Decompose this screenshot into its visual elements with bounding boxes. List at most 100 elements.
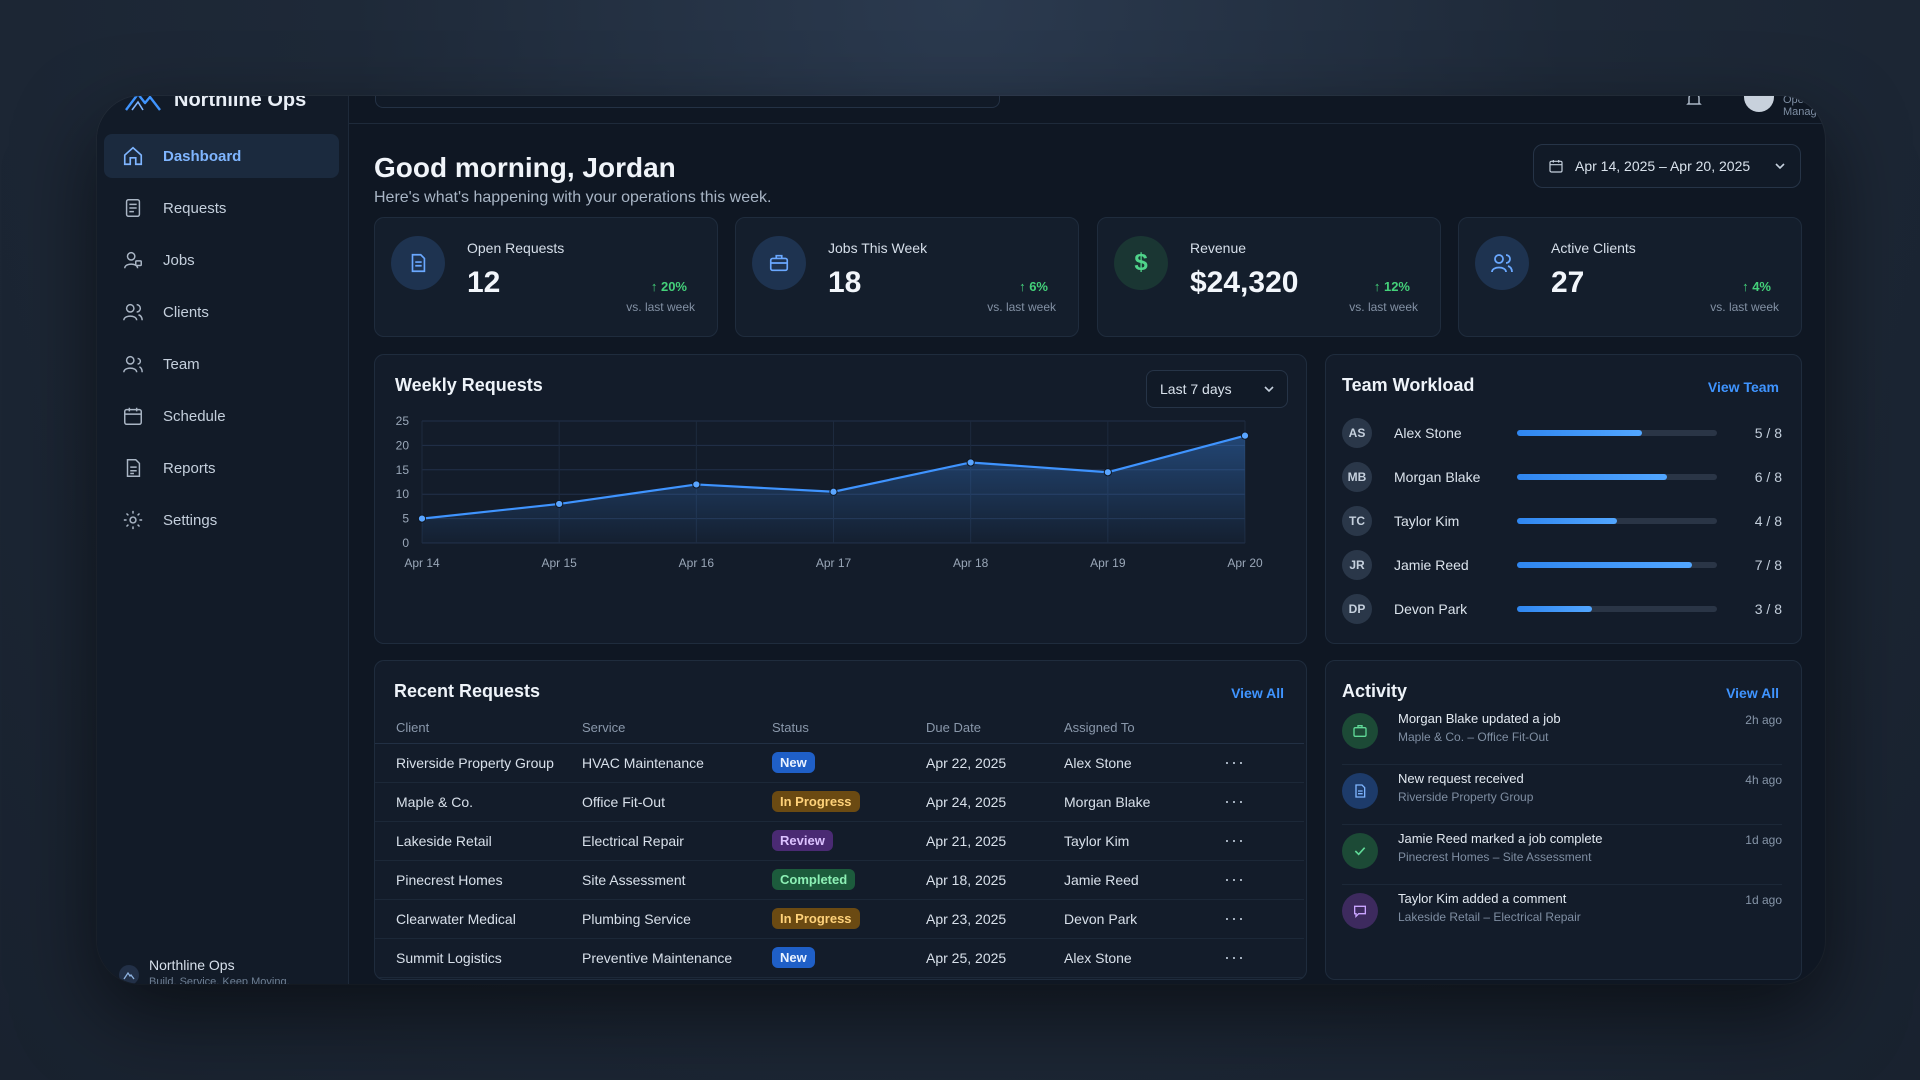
cell-client: Summit Logistics — [375, 938, 582, 978]
table-row[interactable]: Pinecrest Homes Site Assessment Completed A… — [375, 860, 1304, 900]
arrow-up-icon: ↑ — [1373, 279, 1384, 294]
cell-status: Review — [772, 821, 926, 861]
avatar: MB — [1342, 462, 1372, 492]
more-options-icon[interactable]: ··· — [1224, 830, 1245, 850]
clipboard-icon — [125, 199, 141, 217]
sidebar-item-jobs[interactable]: Jobs — [104, 238, 339, 282]
cell-actions: ··· — [1224, 743, 1304, 783]
table-row[interactable]: Lakeside Retail Electrical Repair Review Ap… — [375, 821, 1304, 861]
card-title: Activity — [1342, 681, 1408, 701]
stat-card-revenue[interactable]: $ Revenue $24,320 ↑ 12% vs. last week — [1097, 217, 1441, 337]
activity-time: 2h ago — [1745, 713, 1782, 727]
table-row[interactable]: Maple & Co. Office Fit-Out In Progress Apr … — [375, 782, 1304, 822]
member-name: Alex Stone — [1394, 425, 1462, 441]
column-header[interactable]: Status — [772, 713, 926, 744]
workload-count: 6 / 8 — [1754, 469, 1782, 485]
sidebar-item-dashboard[interactable]: Dashboard — [104, 134, 339, 178]
column-header[interactable]: Client — [375, 713, 582, 744]
column-header[interactable]: Service — [582, 713, 772, 744]
cell-due-date: Apr 23, 2025 — [926, 899, 1064, 939]
activity-item[interactable]: Morgan Blake updated a job Maple & Co. – … — [1342, 711, 1782, 765]
stat-card-jobs-this-week[interactable]: Jobs This Week 18 ↑ 6% vs. last week — [735, 217, 1079, 337]
view-all-requests-link[interactable]: View All — [1231, 685, 1284, 701]
activity-item[interactable]: New request received Riverside Property G… — [1342, 771, 1782, 825]
workload-row[interactable]: DP Devon Park 3 / 8 — [1342, 593, 1782, 625]
activity-item[interactable]: Taylor Kim added a comment Lakeside Retai… — [1342, 891, 1782, 939]
footer-brand-name: Northline Ops — [149, 957, 235, 973]
y-tick-label: 25 — [396, 414, 410, 428]
table-row[interactable]: Clearwater Medical Plumbing Service In Pro… — [375, 899, 1304, 939]
activity-subtitle: Maple & Co. – Office Fit-Out — [1398, 730, 1549, 744]
activity-item[interactable]: Jamie Reed marked a job complete Pinecres… — [1342, 831, 1782, 885]
y-tick-label: 20 — [396, 438, 410, 452]
date-range-picker[interactable]: Apr 14, 2025 – Apr 20, 2025 — [1533, 144, 1801, 188]
cell-service: Site Assessment — [582, 860, 772, 900]
stat-card-active-clients[interactable]: Active Clients 27 ↑ 4% vs. last week — [1458, 217, 1802, 337]
brand[interactable]: Northline Ops — [124, 96, 306, 116]
cell-actions: ··· — [1224, 821, 1304, 861]
workload-count: 4 / 8 — [1754, 513, 1782, 529]
avatar: DP — [1342, 594, 1372, 624]
data-point — [1240, 431, 1250, 440]
table-row[interactable]: Summit Logistics Preventive Maintenance Ne… — [375, 938, 1304, 978]
more-options-icon[interactable]: ··· — [1224, 791, 1245, 811]
home-icon — [123, 146, 143, 166]
column-header[interactable]: Assigned To — [1064, 713, 1224, 744]
cell-service: Electrical Repair — [582, 821, 772, 861]
card-title: Weekly Requests — [395, 375, 543, 395]
workload-row[interactable]: AS Alex Stone 5 / 8 — [1342, 417, 1782, 449]
workload-bar — [1517, 430, 1717, 436]
cell-due-date: Apr 22, 2025 — [926, 743, 1064, 783]
footer-tagline: Build. Service. Keep Moving. — [149, 976, 290, 984]
cell-status: In Progress — [772, 782, 926, 822]
avatar[interactable] — [1744, 96, 1774, 112]
view-team-link[interactable]: View Team — [1707, 379, 1779, 395]
more-options-icon[interactable]: ··· — [1224, 752, 1245, 772]
workload-row[interactable]: MB Morgan Blake 6 / 8 — [1342, 461, 1782, 493]
divider — [1342, 884, 1782, 885]
activity-subtitle: Riverside Property Group — [1398, 790, 1534, 804]
y-tick-label: 5 — [402, 512, 409, 526]
more-options-icon[interactable]: ··· — [1224, 908, 1245, 928]
table-row[interactable]: Riverside Property Group HVAC Maintenance… — [375, 743, 1304, 783]
cell-service: Preventive Maintenance — [582, 938, 772, 978]
sidebar-item-settings[interactable]: Settings — [104, 498, 339, 542]
weekly-requests-card: Weekly Requests Last 7 days 0 5 10 15 20 25 Ap… — [374, 354, 1307, 644]
cell-actions: ··· — [1224, 782, 1304, 822]
brand-name: Northline Ops — [174, 96, 307, 111]
cell-status: New — [772, 743, 926, 783]
sidebar-item-schedule[interactable]: Schedule — [104, 394, 339, 438]
more-options-icon[interactable]: ··· — [1224, 869, 1245, 889]
workload-row[interactable]: TC Taylor Kim 4 / 8 — [1342, 505, 1782, 537]
sidebar-item-clients[interactable]: Clients — [104, 290, 339, 334]
member-name: Morgan Blake — [1394, 469, 1481, 485]
bell-icon[interactable] — [1685, 96, 1703, 108]
workload-row[interactable]: JR Jamie Reed 7 / 8 — [1342, 549, 1782, 581]
recent-requests-table: Client Service Status Due Date Assigned … — [375, 713, 1304, 978]
divider — [1342, 764, 1782, 765]
column-header-actions — [1224, 713, 1304, 744]
y-tick-label: 0 — [402, 536, 409, 550]
search-input[interactable] — [375, 96, 1000, 108]
stat-change: ↑ 6% — [1019, 279, 1048, 294]
more-options-icon[interactable]: ··· — [1224, 947, 1245, 967]
sidebar-item-requests[interactable]: Requests — [104, 186, 339, 230]
data-point — [417, 514, 427, 523]
period-select[interactable]: Last 7 days — [1146, 370, 1288, 408]
sidebar-item-team[interactable]: Team — [104, 342, 339, 386]
sidebar-item-reports[interactable]: Reports — [104, 446, 339, 490]
column-header[interactable]: Due Date — [926, 713, 1064, 744]
cell-assigned-to: Morgan Blake — [1064, 782, 1224, 822]
view-all-activity-link[interactable]: View All — [1726, 685, 1779, 701]
stat-value: 27 — [1551, 266, 1585, 299]
activity-title: Jamie Reed marked a job complete — [1398, 831, 1603, 846]
card-title: Recent Requests — [394, 681, 541, 701]
cell-due-date: Apr 21, 2025 — [926, 821, 1064, 861]
stat-card-open-requests[interactable]: Open Requests 12 ↑ 20% vs. last week — [374, 217, 718, 337]
user-role: Operations Manager — [1783, 96, 1825, 118]
status-badge: In Progress — [772, 908, 860, 929]
activity-card: Activity View All Morgan Blake updated a… — [1325, 660, 1802, 980]
workload-count: 7 / 8 — [1754, 557, 1782, 573]
stat-label: Open Requests — [467, 240, 565, 256]
dollar-icon: $ — [1114, 236, 1168, 290]
